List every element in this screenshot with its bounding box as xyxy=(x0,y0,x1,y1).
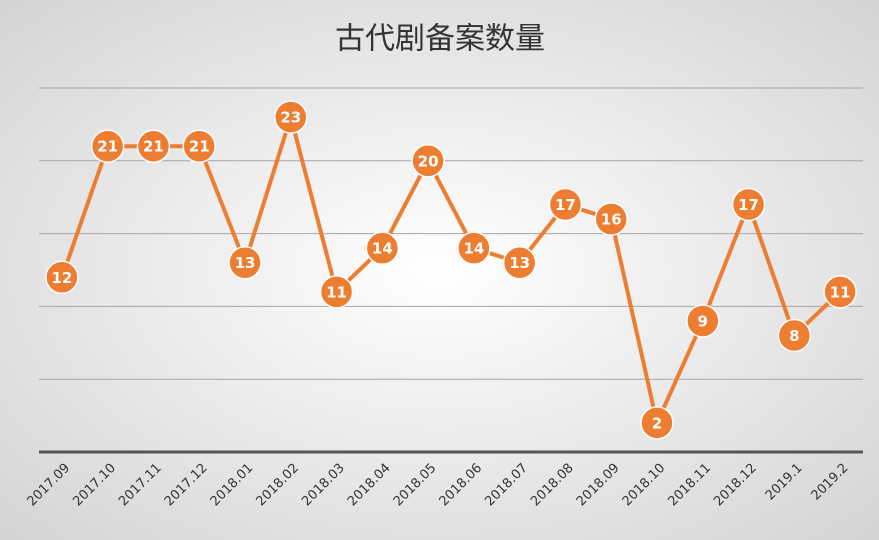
marker xyxy=(228,245,262,280)
marker xyxy=(640,406,674,440)
marker xyxy=(182,129,216,163)
data-label: 11 xyxy=(830,283,851,301)
marker xyxy=(823,275,857,309)
marker xyxy=(777,318,812,353)
marker xyxy=(594,202,628,236)
chart-title: 古代剧备案数量 xyxy=(335,22,545,57)
data-label: 21 xyxy=(97,138,118,156)
marker xyxy=(457,231,491,265)
data-label: 13 xyxy=(235,254,256,272)
data-label: 23 xyxy=(280,109,301,127)
data-label: 21 xyxy=(143,138,164,156)
marker xyxy=(686,304,720,338)
data-label: 20 xyxy=(418,152,439,170)
data-label: 9 xyxy=(698,312,708,330)
marker xyxy=(548,187,583,222)
marker xyxy=(365,231,400,265)
marker xyxy=(45,260,79,295)
data-label: 11 xyxy=(326,283,347,301)
data-label: 17 xyxy=(738,196,759,214)
data-label: 14 xyxy=(372,240,393,258)
data-label: 2 xyxy=(652,414,662,432)
data-label: 16 xyxy=(601,211,622,229)
marker xyxy=(136,129,171,163)
data-label: 12 xyxy=(51,269,72,287)
marker xyxy=(90,129,125,163)
data-label: 17 xyxy=(555,196,576,214)
marker xyxy=(274,100,308,134)
data-label: 13 xyxy=(509,254,530,272)
marker xyxy=(731,187,766,222)
marker xyxy=(502,245,537,280)
data-label: 8 xyxy=(789,327,799,345)
marker xyxy=(411,144,445,178)
data-label: 21 xyxy=(189,138,210,156)
marker xyxy=(319,275,354,309)
data-label: 14 xyxy=(463,240,484,258)
